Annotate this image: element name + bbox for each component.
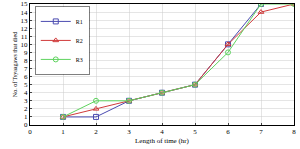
- svg-text:5: 5: [193, 128, 197, 136]
- svg-text:13: 13: [21, 17, 29, 25]
- svg-text:No. of Tsyaagaws that died: No. of Tsyaagaws that died: [12, 32, 18, 97]
- svg-text:5: 5: [24, 81, 28, 89]
- svg-text:6: 6: [24, 73, 28, 81]
- svg-text:4: 4: [160, 128, 164, 136]
- svg-text:R2: R2: [76, 38, 83, 44]
- svg-text:10: 10: [21, 41, 29, 49]
- svg-text:14: 14: [21, 9, 29, 17]
- svg-text:11: 11: [21, 33, 28, 41]
- svg-text:4: 4: [24, 89, 28, 97]
- svg-text:7: 7: [259, 128, 263, 136]
- svg-text:3: 3: [127, 128, 131, 136]
- svg-text:3: 3: [24, 97, 28, 105]
- svg-text:0: 0: [28, 128, 32, 136]
- svg-text:15: 15: [21, 0, 29, 8]
- svg-text:8: 8: [24, 57, 28, 65]
- svg-text:7: 7: [24, 65, 28, 73]
- svg-text:9: 9: [24, 49, 28, 57]
- svg-text:6: 6: [226, 128, 230, 136]
- svg-text:2: 2: [24, 105, 28, 113]
- svg-text:0: 0: [24, 121, 28, 129]
- svg-text:2: 2: [94, 128, 98, 136]
- svg-text:8: 8: [292, 128, 296, 136]
- svg-text:Length of time (hr): Length of time (hr): [135, 137, 190, 145]
- svg-text:R3: R3: [76, 57, 83, 63]
- svg-text:1: 1: [24, 113, 28, 121]
- svg-text:R1: R1: [76, 19, 83, 25]
- svg-text:1: 1: [61, 128, 65, 136]
- svg-text:12: 12: [21, 25, 29, 33]
